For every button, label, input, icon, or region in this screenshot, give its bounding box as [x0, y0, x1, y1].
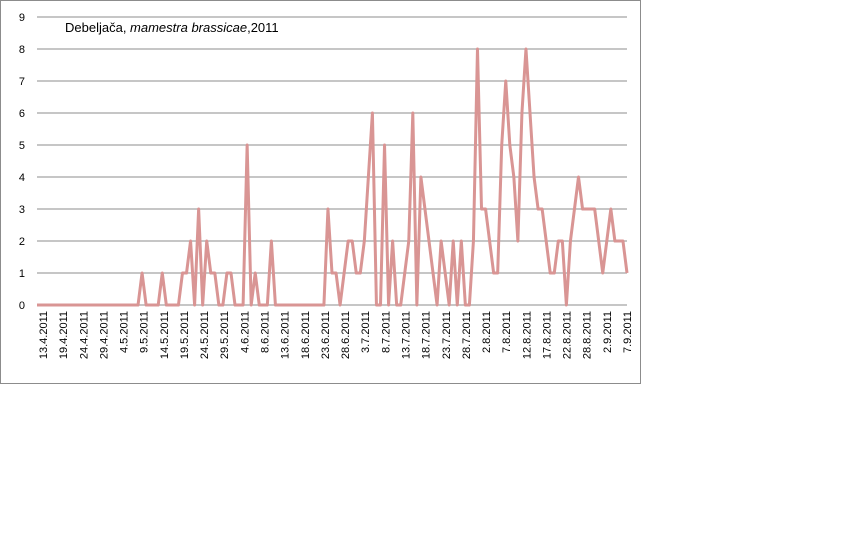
- x-tick-label: 13.7.2011: [400, 311, 412, 359]
- x-tick-label: 28.8.2011: [582, 311, 594, 359]
- chart-area: 0 1 2 3 4 5 6 7 8 9 13.4.2011 19.4.2011 24.4.2011 29…: [0, 0, 641, 384]
- x-tick-label: 18.7.2011: [421, 311, 433, 359]
- x-tick-label: 23.6.2011: [320, 311, 332, 359]
- x-tick-label: 29.4.2011: [98, 311, 110, 359]
- y-tick-label: 2: [19, 236, 25, 248]
- x-tick-label: 4.5.2011: [119, 311, 131, 353]
- x-tick-label: 23.7.2011: [441, 311, 453, 359]
- x-tick-label: 9.5.2011: [139, 311, 151, 353]
- line-chart: 0 1 2 3 4 5 6 7 8 9 13.4.2011 19.4.2011 24.4.2011 29…: [19, 12, 634, 359]
- x-tick-label: 2.9.2011: [602, 311, 614, 353]
- y-axis-tick-labels: 0 1 2 3 4 5 6 7 8 9: [19, 12, 25, 312]
- title-text-year: ,2011: [247, 20, 279, 35]
- y-tick-label: 4: [19, 172, 25, 184]
- y-tick-label: 5: [19, 140, 25, 152]
- x-tick-label: 19.4.2011: [58, 311, 70, 359]
- gridlines: [37, 16, 627, 274]
- x-tick-label: 7.8.2011: [501, 311, 513, 353]
- x-tick-label: 22.8.2011: [562, 311, 574, 359]
- x-tick-label: 24.4.2011: [78, 311, 90, 359]
- x-tick-label: 4.6.2011: [239, 311, 251, 353]
- x-tick-label: 19.5.2011: [179, 311, 191, 359]
- chart-title: Debeljača, mamestra brassicae,2011: [65, 20, 279, 35]
- y-tick-label: 7: [19, 76, 25, 88]
- x-axis-tick-labels: 13.4.2011 19.4.2011 24.4.2011 29.4.2011 4.5.…: [38, 311, 634, 359]
- x-tick-label: 7.9.2011: [622, 311, 634, 353]
- title-text-species: mamestra brassicae: [130, 20, 247, 35]
- x-tick-label: 12.8.2011: [521, 311, 533, 359]
- x-tick-label: 17.8.2011: [541, 311, 553, 359]
- y-tick-label: 9: [19, 12, 25, 24]
- x-tick-label: 8.6.2011: [260, 311, 272, 353]
- x-tick-label: 24.5.2011: [199, 311, 211, 359]
- y-tick-label: 0: [19, 300, 25, 312]
- x-tick-label: 28.7.2011: [461, 311, 473, 359]
- x-tick-label: 28.6.2011: [340, 311, 352, 359]
- x-tick-label: 3.7.2011: [360, 311, 372, 353]
- y-tick-label: 6: [19, 108, 25, 120]
- x-tick-label: 29.5.2011: [219, 311, 231, 359]
- y-tick-label: 8: [19, 44, 25, 56]
- y-tick-label: 1: [19, 268, 25, 280]
- x-tick-label: 8.7.2011: [380, 311, 392, 353]
- x-tick-label: 13.4.2011: [38, 311, 50, 359]
- series-line: [37, 47, 629, 307]
- x-tick-label: 14.5.2011: [159, 311, 171, 359]
- x-tick-label: 18.6.2011: [300, 311, 312, 359]
- title-text-part-1: Debeljača,: [65, 20, 130, 35]
- x-tick-label: 2.8.2011: [481, 311, 493, 353]
- x-tick-label: 13.6.2011: [280, 311, 292, 359]
- y-tick-label: 3: [19, 204, 25, 216]
